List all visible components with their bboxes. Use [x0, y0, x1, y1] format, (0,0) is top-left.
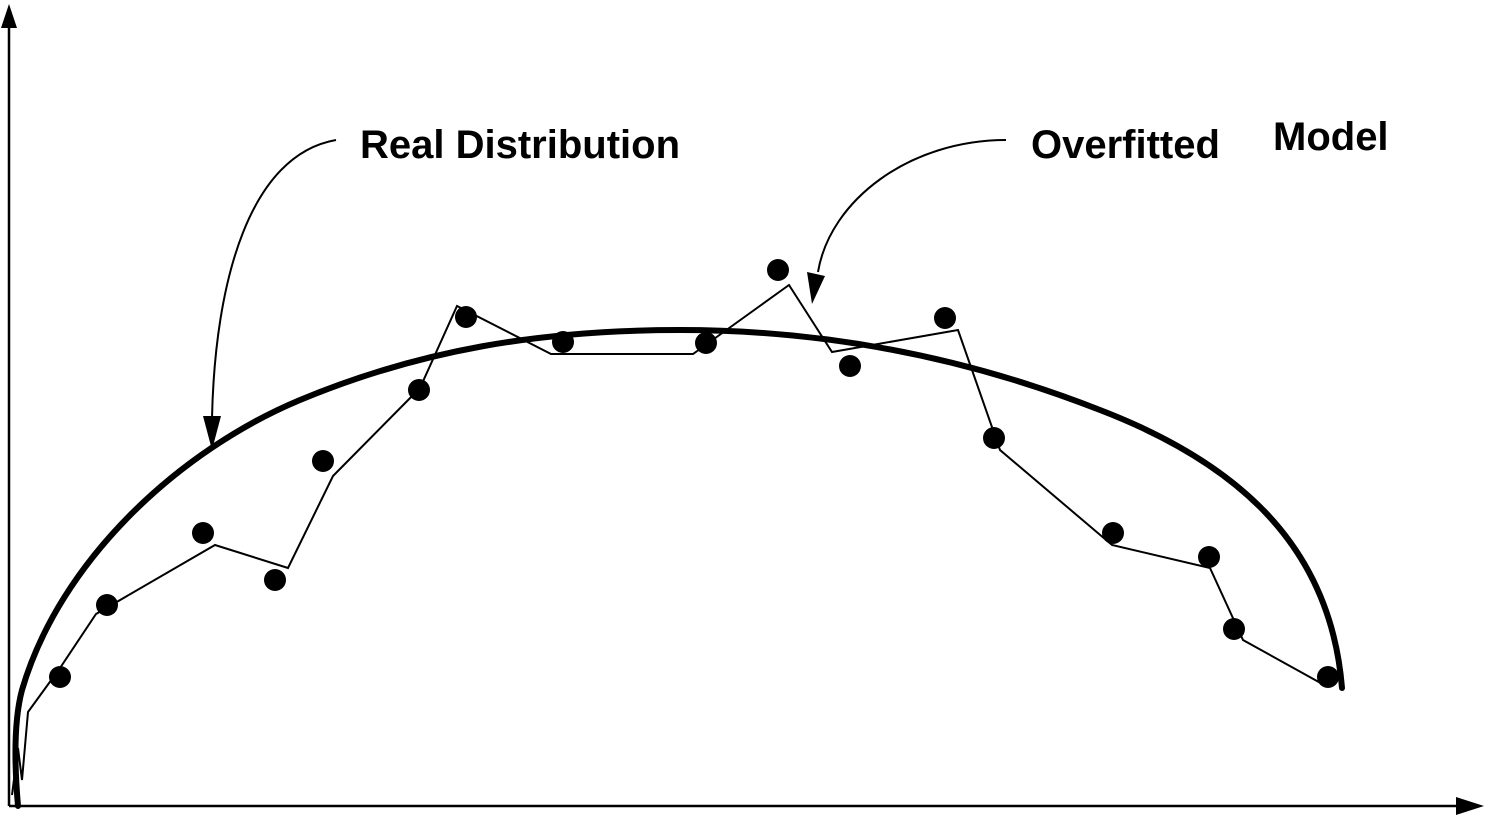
data-point: [1102, 522, 1124, 544]
data-point: [934, 307, 956, 329]
data-point: [1223, 618, 1245, 640]
data-point: [695, 332, 717, 354]
real-distribution-arrow: [211, 139, 337, 419]
data-point: [767, 259, 789, 281]
data-point: [264, 569, 286, 591]
x-axis-arrowhead-icon: [1456, 797, 1484, 815]
data-point: [1317, 666, 1339, 688]
model-label: Model: [1273, 115, 1389, 159]
data-point: [312, 450, 334, 472]
data-point: [455, 306, 477, 328]
real-distribution-curve: [12, 326, 1345, 809]
data-point: [192, 522, 214, 544]
real-distribution-arrowhead-icon: [203, 416, 221, 450]
y-axis-arrowhead-icon: [1, 4, 17, 28]
axes: [1, 4, 1484, 815]
real-distribution-label: Real Distribution: [360, 123, 680, 167]
overfitted-label: Overfitted: [1031, 123, 1220, 167]
overfitted-model-line: [11, 283, 1327, 796]
data-point: [552, 331, 574, 353]
data-point: [839, 355, 861, 377]
data-point: [983, 427, 1005, 449]
data-point: [96, 594, 118, 616]
overfitted-model-arrow: [817, 139, 1007, 273]
data-point: [1198, 546, 1220, 568]
data-point: [408, 379, 430, 401]
overfitted-model-arrowhead-icon: [807, 272, 825, 304]
data-points: [49, 259, 1339, 688]
data-point: [49, 666, 71, 688]
